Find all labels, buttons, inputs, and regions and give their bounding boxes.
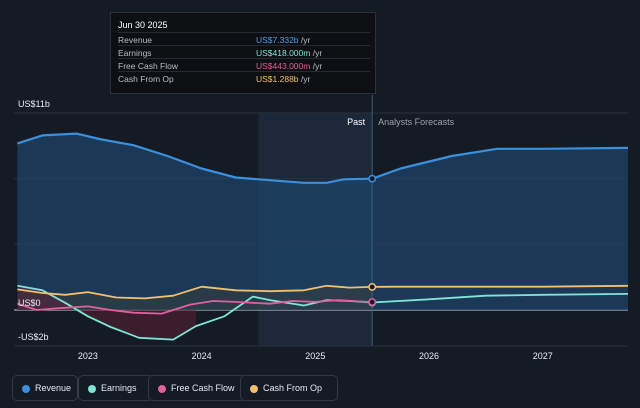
legend-item-revenue[interactable]: Revenue <box>12 375 78 401</box>
marker-free-cash-flow <box>368 298 377 307</box>
legend-item-free-cash-flow[interactable]: Free Cash Flow <box>148 375 246 401</box>
tooltip-value: US$1.288b /yr <box>256 74 311 84</box>
tooltip-date: Jun 30 2025 <box>118 20 168 30</box>
forecast-label: Analysts Forecasts <box>378 117 455 127</box>
x-tick-label: 2025 <box>305 351 325 361</box>
legend-dot-icon <box>22 385 30 393</box>
series-line-revenue <box>17 132 629 184</box>
x-tick-label: 2024 <box>192 351 212 361</box>
series-line-cash-from-op <box>17 284 629 300</box>
tooltip: Jun 30 2025 Revenue US$7.332b /yr Earnin… <box>110 12 376 94</box>
tooltip-value: US$7.332b /yr <box>256 35 311 45</box>
legend-label: Earnings <box>101 383 137 393</box>
series-line-free-cash-flow <box>17 299 373 315</box>
tooltip-label: Earnings <box>118 48 152 58</box>
past-label: Past <box>347 117 366 127</box>
legend-dot-icon <box>88 385 96 393</box>
tooltip-label: Free Cash Flow <box>118 61 178 71</box>
tooltip-value: US$443.000m /yr <box>256 61 323 71</box>
y-tick-label: US$11b <box>18 99 50 109</box>
tooltip-row-revenue: Revenue US$7.332b /yr <box>118 32 370 46</box>
x-tick-label: 2023 <box>78 351 98 361</box>
cash-from-op-area <box>17 285 373 310</box>
marker-revenue <box>368 174 377 183</box>
x-tick-label: 2027 <box>533 351 553 361</box>
legend-label: Cash From Op <box>263 383 323 393</box>
tooltip-row-cash-from-op: Cash From Op US$1.288b /yr <box>118 71 370 85</box>
marker-cash-from-op <box>368 282 377 291</box>
legend-dot-icon <box>158 385 166 393</box>
legend-item-cash-from-op[interactable]: Cash From Op <box>240 375 338 401</box>
tooltip-label: Revenue <box>118 35 153 45</box>
revenue-area <box>17 133 628 310</box>
legend-label: Free Cash Flow <box>171 383 235 393</box>
earnings-negative-area <box>17 285 196 340</box>
tooltip-row-earnings: Earnings US$418.000m /yr <box>118 45 370 59</box>
series-line-earnings <box>17 284 629 341</box>
tooltip-row-free-cash-flow: Free Cash Flow US$443.000m /yr <box>118 58 370 72</box>
tooltip-label: Cash From Op <box>118 74 174 84</box>
x-tick-label: 2026 <box>419 351 439 361</box>
legend-item-earnings[interactable]: Earnings <box>78 375 154 401</box>
tooltip-value: US$418.000m /yr <box>256 48 323 58</box>
y-tick-label: US$0 <box>18 298 41 308</box>
legend-dot-icon <box>250 385 258 393</box>
y-tick-label: -US$2b <box>18 332 49 342</box>
legend-label: Revenue <box>35 383 72 393</box>
